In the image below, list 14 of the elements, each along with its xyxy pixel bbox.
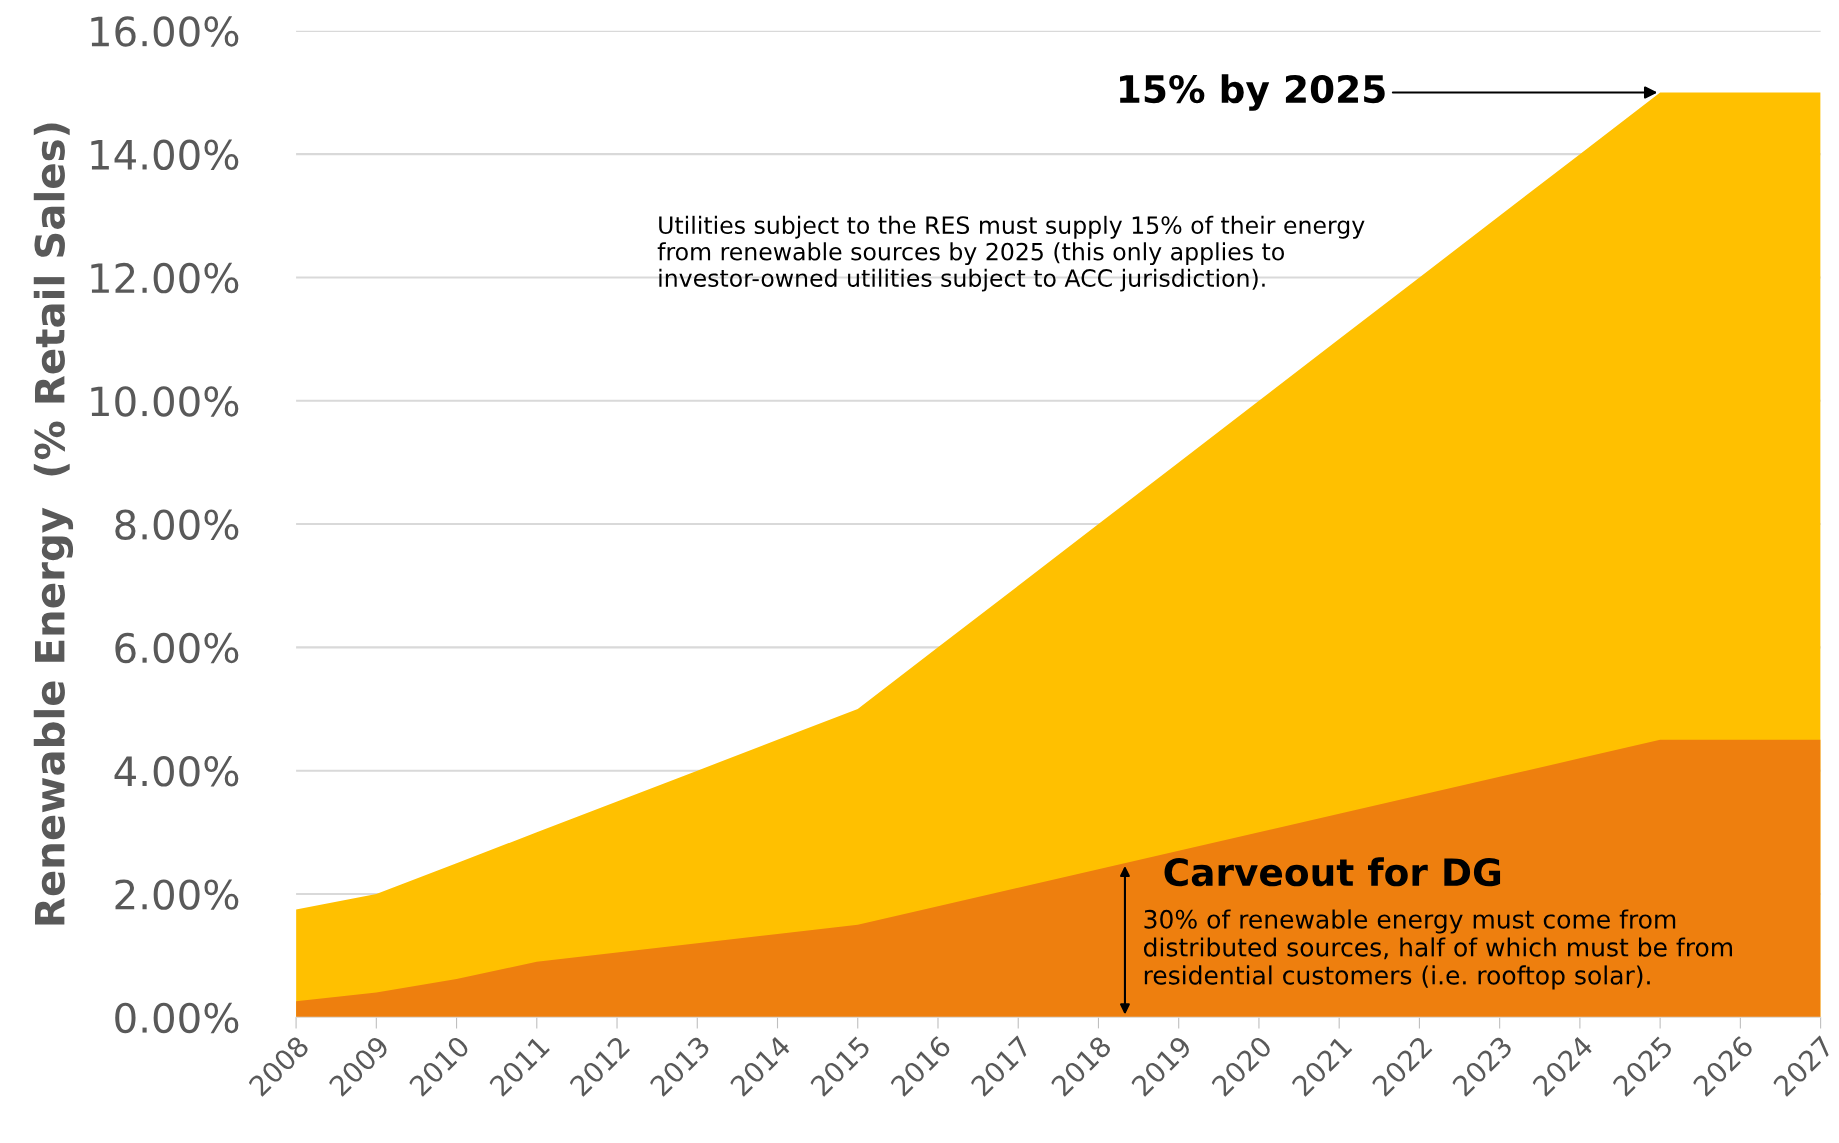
annotation: Carveout for DG — [1164, 857, 1501, 887]
annotation: 30% of renewable energy must come from distributed sources, half of which must be from residential customers (i.e. rooftop solar). — [1143, 909, 1732, 990]
y-tick-label: 12.00% — [91, 262, 239, 294]
y-tick-label: 6.00% — [115, 632, 239, 664]
y-tick-label: 8.00% — [115, 509, 239, 540]
y-tick-label: 16.00% — [91, 16, 239, 47]
y-tick-label: 10.00% — [91, 386, 239, 417]
y-tick-label: 0.00% — [115, 1002, 239, 1034]
annotation: Utilities subject to the RES must supply 15% of their energy from renewable sources by 2025 (this only applies to investor-owned utilities subject to ACC jurisdiction). — [657, 215, 1365, 292]
y-tick-label: 14.00% — [91, 139, 239, 171]
y-axis-title: Renewable Energy (% Retail Sales) — [33, 123, 74, 925]
annotation: 15% by 2025 — [1120, 74, 1385, 111]
y-tick-label: 2.00% — [115, 879, 239, 910]
y-tick-label: 4.00% — [114, 756, 239, 787]
